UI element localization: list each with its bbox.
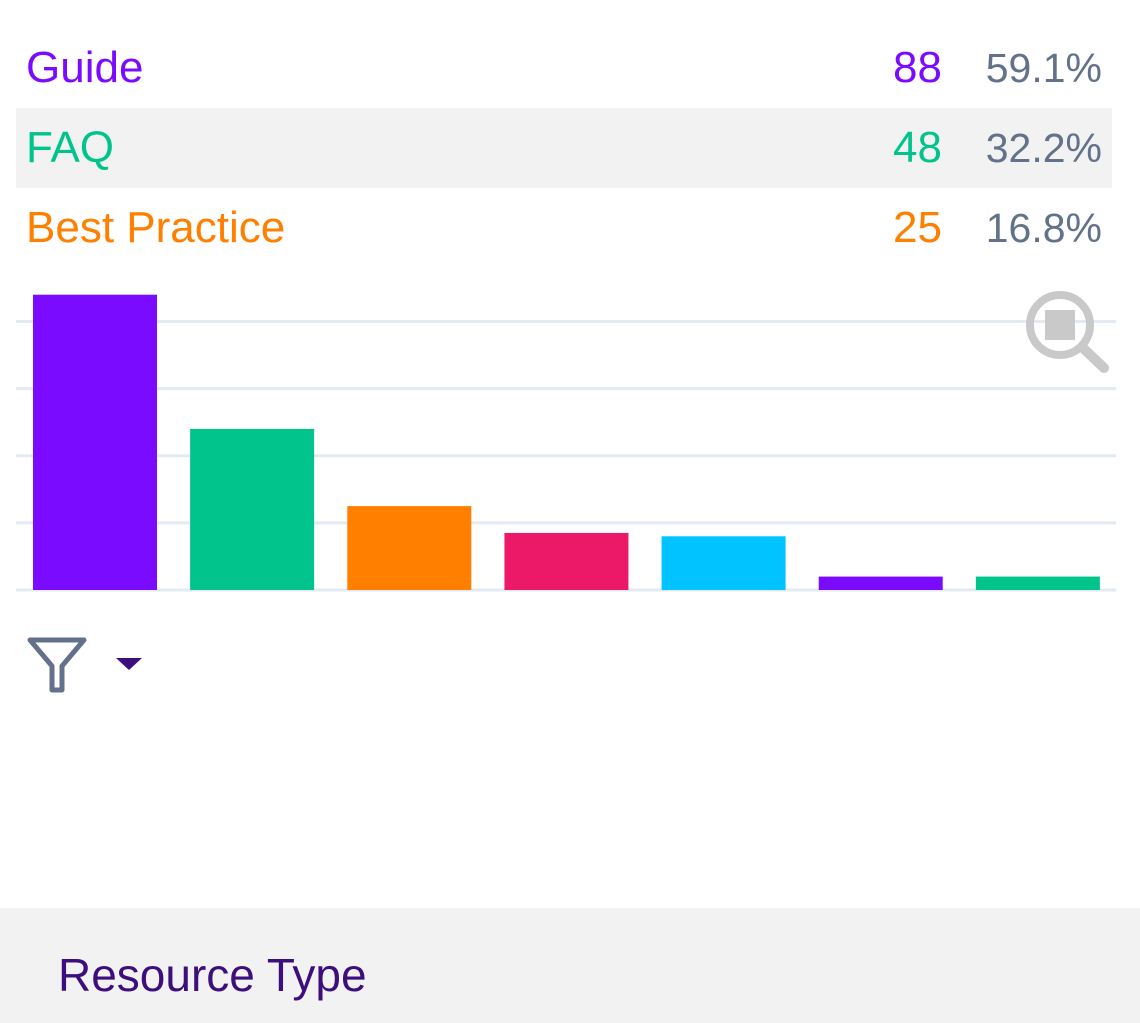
legend-label: Best Practice — [26, 203, 286, 252]
chart-bar[interactable] — [347, 506, 472, 590]
legend-count: 48 — [893, 123, 942, 172]
legend-item-faq[interactable]: FAQ 48 32.2% — [16, 108, 1112, 188]
zoom-icon — [1026, 291, 1109, 373]
legend-label: FAQ — [26, 123, 115, 172]
section-header: Resource Type — [0, 908, 1140, 1023]
legend: Guide 88 59.1% FAQ 48 32.2% Best Practic… — [16, 28, 1112, 268]
filter-dropdown-button[interactable] — [26, 634, 150, 696]
chart-bar[interactable] — [818, 576, 943, 590]
chart-bar[interactable] — [504, 532, 629, 590]
legend-item-best-practice[interactable]: Best Practice 25 16.8% — [16, 188, 1112, 268]
chart-bar[interactable] — [33, 294, 157, 590]
chart-bar[interactable] — [190, 428, 315, 590]
chart-bar[interactable] — [661, 536, 786, 590]
bar-chart — [16, 294, 1116, 592]
legend-percent: 59.1% — [985, 44, 1102, 91]
zoom-button[interactable] — [1022, 288, 1112, 378]
caret-down-icon — [116, 658, 142, 670]
legend-label: Guide — [26, 43, 144, 92]
legend-percent: 16.8% — [985, 204, 1102, 251]
filter-icon — [27, 637, 87, 693]
legend-count: 25 — [893, 203, 942, 252]
chart-bar[interactable] — [975, 576, 1100, 590]
legend-percent: 32.2% — [985, 124, 1102, 171]
legend-count: 88 — [893, 43, 942, 92]
section-title: Resource Type — [58, 949, 367, 1001]
legend-item-guide[interactable]: Guide 88 59.1% — [16, 28, 1112, 108]
